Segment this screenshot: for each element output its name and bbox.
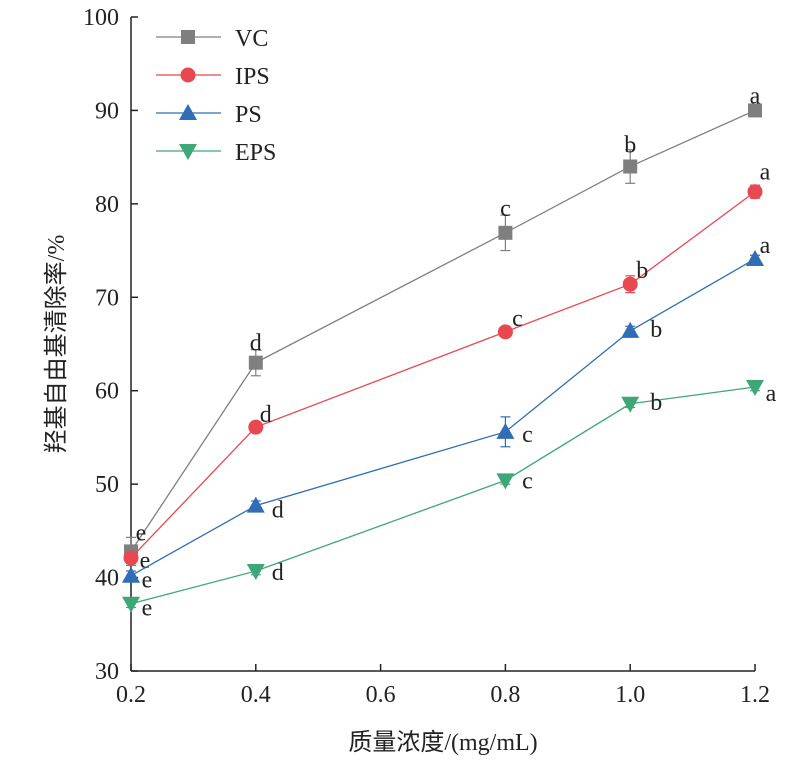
legend-item-eps: EPS — [156, 140, 276, 166]
y-tick-label: 90 — [95, 98, 119, 124]
legend-item-ps: PS — [156, 102, 262, 128]
significance-label: e — [136, 520, 147, 546]
x-tick-label: 0.2 — [116, 682, 146, 708]
data-point — [746, 249, 764, 266]
data-point — [747, 184, 763, 200]
series-line-ps — [130, 258, 756, 577]
y-tick-label: 100 — [83, 5, 119, 31]
significance-label: b — [650, 390, 662, 416]
axes: 30 40 50 60 70 80 90 100 0.2 0.4 0.6 0.8 1.0 1.2 — [83, 5, 770, 708]
legend-marker — [181, 30, 195, 44]
x-axis-title: 质量浓度/(mg/mL) — [348, 729, 537, 756]
significance-label: a — [760, 160, 771, 186]
x-tick-label: 0.8 — [490, 682, 520, 708]
data-point — [497, 324, 513, 340]
data-point — [248, 355, 263, 370]
series-eps: e d c b a — [122, 379, 777, 622]
data-point — [123, 550, 139, 566]
legend: VC IPS PS EPS — [156, 26, 276, 166]
y-tick-label: 40 — [95, 566, 119, 592]
significance-label: b — [650, 317, 662, 343]
y-tick-label: 50 — [95, 472, 119, 498]
y-tick-label: 30 — [95, 659, 119, 685]
significance-label: c — [522, 422, 533, 448]
series-vc: e d c b a — [124, 83, 762, 567]
data-point — [496, 422, 515, 439]
significance-label: c — [500, 196, 511, 222]
data-point — [622, 276, 638, 292]
significance-label: d — [250, 331, 262, 357]
series-line-eps — [130, 386, 756, 605]
x-tick-label: 1.2 — [740, 682, 770, 708]
significance-label: d — [260, 402, 272, 428]
legend-marker — [179, 144, 197, 160]
legend-marker — [180, 67, 196, 83]
significance-label: e — [140, 548, 151, 574]
y-tick-label: 70 — [95, 285, 119, 311]
data-point — [748, 103, 762, 118]
data-point — [621, 396, 640, 413]
significance-label: b — [636, 258, 648, 284]
data-point — [122, 596, 140, 613]
data-point — [746, 379, 764, 396]
significance-label: a — [760, 233, 771, 259]
significance-label: d — [272, 498, 284, 524]
data-point — [122, 566, 140, 583]
data-point — [498, 225, 513, 240]
data-point — [246, 564, 265, 581]
significance-label: e — [142, 596, 153, 622]
x-tick-label: 1.0 — [615, 682, 645, 708]
legend-label: IPS — [235, 64, 270, 90]
data-point — [248, 419, 264, 435]
data-point — [621, 321, 640, 338]
series-ips: e d c b a — [123, 160, 771, 574]
y-tick-label: 80 — [95, 192, 119, 218]
significance-label: c — [512, 306, 523, 332]
series-layer: e d c b a e d c b a e d c b a e d c b a — [122, 83, 777, 622]
y-tick-label: 60 — [95, 379, 119, 405]
data-point — [496, 473, 515, 490]
significance-label: e — [142, 568, 153, 594]
x-tick-label: 0.4 — [241, 682, 271, 708]
legend-marker — [179, 104, 197, 120]
y-axis-title: 羟基自由基清除率/% — [43, 235, 70, 454]
legend-item-ips: IPS — [156, 64, 270, 90]
legend-label: EPS — [235, 140, 276, 166]
legend-label: VC — [235, 26, 268, 52]
data-point — [246, 496, 265, 513]
x-tick-label: 0.6 — [366, 682, 396, 708]
legend-label: PS — [235, 102, 262, 128]
series-ps: e d c b a — [122, 233, 771, 594]
significance-label: a — [766, 381, 777, 407]
significance-label: d — [272, 560, 284, 586]
data-point — [623, 159, 638, 174]
significance-label: b — [624, 132, 636, 158]
legend-item-vc: VC — [156, 26, 268, 52]
significance-label: a — [750, 83, 761, 109]
significance-label: c — [522, 468, 533, 494]
